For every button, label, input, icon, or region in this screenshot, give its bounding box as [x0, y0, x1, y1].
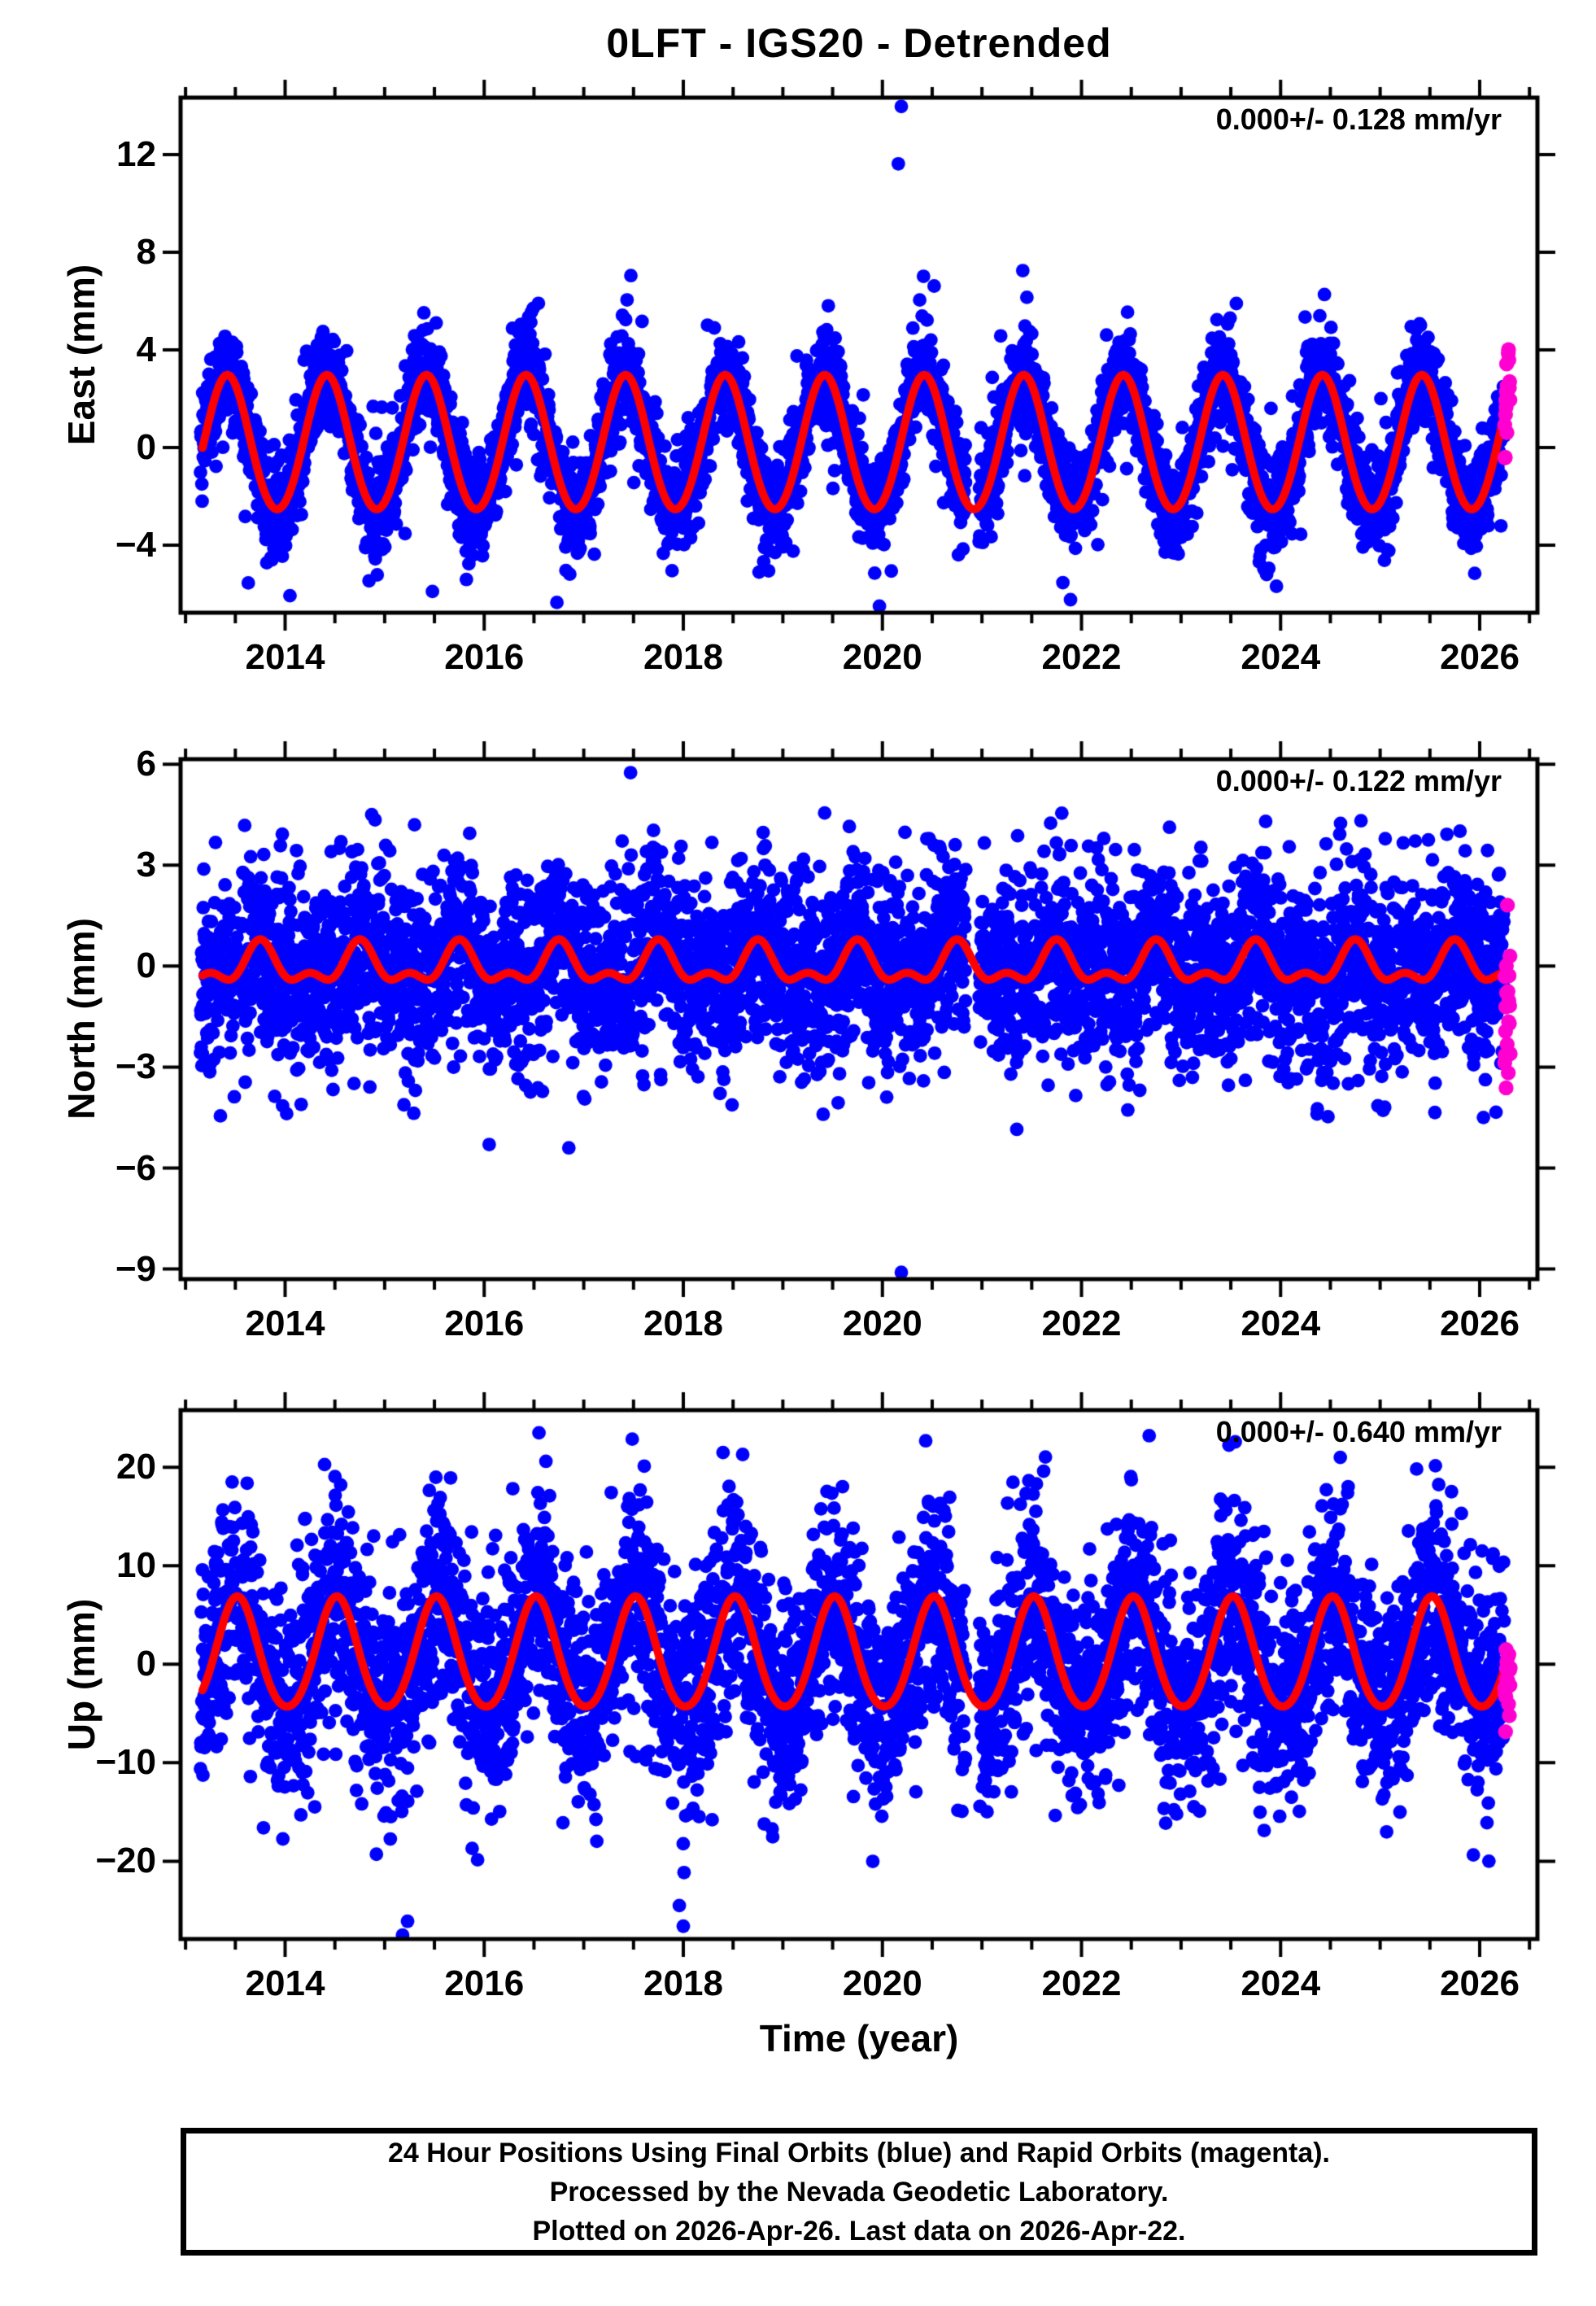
y-tick-label: 12 — [116, 133, 156, 174]
trend-annotation-north: 0.000+/- 0.122 mm/yr — [1215, 764, 1502, 797]
y-tick-label: −9 — [115, 1248, 156, 1289]
y-tick-label: 8 — [136, 231, 156, 272]
x-tick-label: 2026 — [1440, 1304, 1520, 1343]
x-tick-label: 2016 — [444, 1963, 525, 2003]
x-axis-label: Time (year) — [759, 2017, 959, 2059]
y-tick-label: 10 — [116, 1545, 156, 1586]
x-tick-label: 2020 — [842, 1963, 922, 2003]
y-tick-label: 0 — [136, 946, 156, 986]
x-tick-label: 2016 — [444, 1304, 525, 1343]
x-tick-label: 2018 — [643, 637, 723, 677]
y-tick-label: 3 — [136, 845, 156, 885]
trend-annotation-east: 0.000+/- 0.128 mm/yr — [1215, 103, 1502, 136]
x-tick-label: 2020 — [842, 1304, 922, 1343]
trend-annotation-up: 0.000+/- 0.640 mm/yr — [1215, 1415, 1502, 1448]
x-tick-label: 2026 — [1440, 637, 1520, 677]
y-tick-label: −3 — [115, 1046, 156, 1087]
x-tick-label: 2018 — [643, 1304, 723, 1343]
x-tick-label: 2018 — [643, 1963, 723, 2003]
footer-box: 24 Hour Positions Using Final Orbits (bl… — [181, 2128, 1537, 2256]
y-tick-label: 20 — [116, 1447, 156, 1487]
x-tick-label: 2020 — [842, 637, 922, 677]
x-tick-label: 2022 — [1041, 637, 1122, 677]
y-tick-label: −4 — [115, 524, 156, 565]
y-tick-label: 6 — [136, 744, 156, 784]
x-tick-label: 2014 — [245, 1304, 325, 1343]
y-tick-label: −10 — [95, 1742, 156, 1783]
y-tick-label: 0 — [136, 426, 156, 467]
page-title: 0LFT - IGS20 - Detrended — [606, 20, 1112, 66]
x-tick-label: 2022 — [1041, 1304, 1122, 1343]
y-tick-label: −6 — [115, 1147, 156, 1188]
x-tick-label: 2016 — [444, 637, 525, 677]
footer-line-3: Plotted on 2026-Apr-26. Last data on 202… — [532, 2215, 1186, 2247]
x-tick-label: 2024 — [1241, 1304, 1321, 1343]
x-tick-label: 2014 — [245, 637, 325, 677]
x-tick-label: 2014 — [245, 1963, 325, 2003]
x-tick-label: 2024 — [1241, 637, 1321, 677]
y-tick-label: 4 — [136, 329, 156, 369]
y-tick-label: −20 — [95, 1841, 156, 1881]
x-tick-label: 2026 — [1440, 1963, 1520, 2003]
y-tick-label: 0 — [136, 1644, 156, 1684]
x-tick-label: 2024 — [1241, 1963, 1321, 2003]
footer-line-1: 24 Hour Positions Using Final Orbits (bl… — [388, 2137, 1330, 2168]
x-tick-label: 2022 — [1041, 1963, 1122, 2003]
footer-line-2: Processed by the Nevada Geodetic Laborat… — [549, 2176, 1169, 2208]
